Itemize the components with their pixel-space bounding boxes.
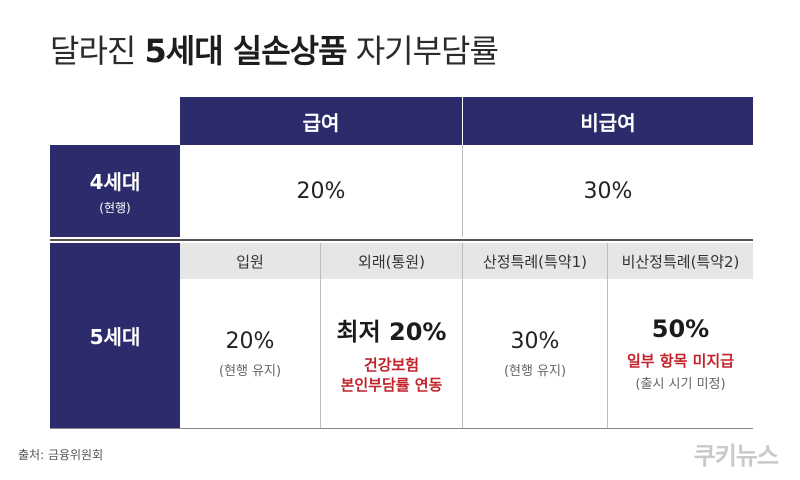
gen5-inpatient-value: 20% [225,328,275,354]
header-noncovered: 비급여 [463,97,753,145]
gen5-outpatient: 최저 20% 건강보험 본인부담률 연동 [321,279,462,428]
subheader-special: 산정특례(특약1) [463,243,607,279]
title-bold: 5세대 실손상품 [144,32,348,70]
title-suffix: 자기부담률 [355,32,499,70]
gen5-inpatient: 20% (현행 유지) [180,279,320,428]
subheader-outpatient: 외래(통원) [321,243,462,279]
gen4-label-cell: 4세대 (현행) [50,145,180,237]
header-covered-label: 급여 [302,110,340,135]
gen5-nonspecial: 50% 일부 항목 미지급 (출시 시기 미정) [608,279,753,428]
gen4-label: 4세대 [89,170,141,194]
gen5-divider-3 [607,243,608,428]
subheader-nonspecial-label: 비산정특례(특약2) [621,252,740,271]
gen5-special: 30% (현행 유지) [463,279,607,428]
gen5-nonspecial-note: (출시 시기 미정) [635,377,726,392]
subheader-outpatient-label: 외래(통원) [358,252,425,271]
gen5-special-note: (현행 유지) [503,363,567,379]
header-noncovered-label: 비급여 [580,110,636,135]
gen5-outpatient-note-1: 건강보험 [363,356,420,374]
subheader-inpatient-label: 입원 [236,252,264,271]
gen5-nonspecial-note-red: 일부 항목 미지급 [626,352,735,370]
gen5-outpatient-value: 최저 20% [336,318,447,346]
subheader-inpatient: 입원 [180,243,320,279]
subheader-nonspecial: 비산정특례(특약2) [608,243,753,279]
gen5-inpatient-note: (현행 유지) [218,363,282,379]
table-bottom-border [50,428,753,429]
source-note: 출처: 금융위원회 [18,448,104,462]
gen4-covered-value: 20% [296,178,346,204]
gen5-divider-1 [320,243,321,428]
header-covered: 급여 [180,97,462,145]
title-prefix: 달라진 [50,32,136,70]
gen5-label: 5세대 [89,325,141,349]
gen4-divider [462,145,463,237]
gen4-noncovered-value: 30% [583,178,633,204]
gen5-nonspecial-value: 50% [651,315,710,343]
gen4-covered: 20% [180,145,462,237]
section-separator [50,239,753,241]
subheader-special-label: 산정특례(특약1) [482,252,588,271]
gen5-special-value: 30% [510,328,560,354]
gen5-divider-2 [462,243,463,428]
gen4-noncovered: 30% [463,145,753,237]
gen4-sublabel: (현행) [99,201,131,215]
publisher-logo: 쿠키뉴스 [693,442,779,470]
gen5-outpatient-note-2: 본인부담률 연동 [340,376,443,394]
page-title: 달라진 5세대 실손상품 자기부담률 [50,26,499,72]
gen5-label-cell: 5세대 [50,243,180,428]
